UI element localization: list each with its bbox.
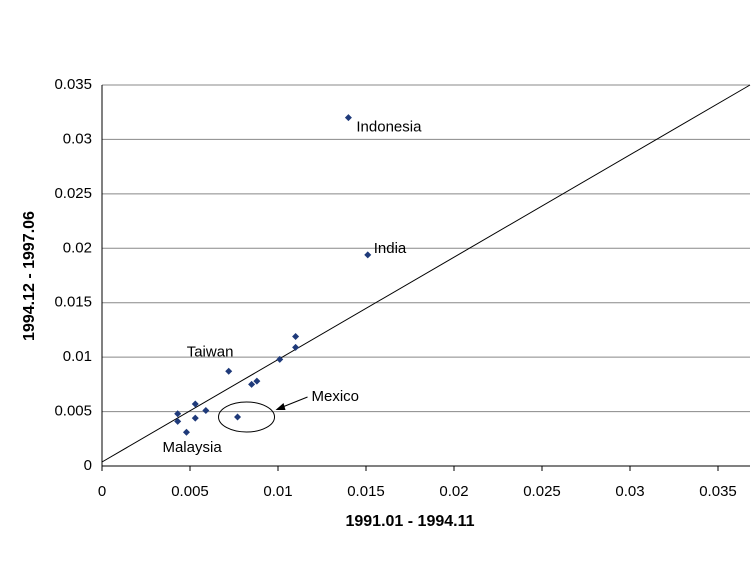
point-label: Malaysia [162,439,222,456]
point [234,413,242,421]
x-tick-label: 0.035 [699,483,737,500]
y-tick-label: 0 [84,457,92,474]
point [174,410,182,418]
point [248,380,256,388]
point-label: Mexico [312,388,360,405]
point [292,332,300,340]
point-label: Taiwan [187,343,234,360]
reference-line [101,84,751,463]
point [191,400,199,408]
y-tick-label: 0.01 [63,348,92,365]
y-tick-label: 0.035 [54,76,92,93]
x-tick-label: 0.015 [347,483,385,500]
x-tick-label: 0.02 [439,483,468,500]
y-tick-label: 0.03 [63,130,92,147]
x-tick-label: 0.025 [523,483,561,500]
x-axis-title: 1991.01 - 1994.11 [345,513,474,530]
x-tick-label: 0 [98,483,106,500]
point [202,406,210,414]
point-label: Indonesia [356,119,422,136]
point [364,251,372,259]
point [225,367,233,375]
x-tick-label: 0.03 [615,483,644,500]
point [344,114,352,122]
y-tick-label: 0.025 [54,185,92,202]
point-label: India [374,240,407,257]
y-tick-label: 0.015 [54,294,92,311]
point [191,414,199,422]
highlight-ellipse [218,401,276,433]
point [292,343,300,351]
arrow-head [275,403,286,411]
point [276,355,284,363]
point [253,377,261,385]
point [182,428,190,436]
x-tick-label: 0.01 [263,483,292,500]
y-tick-label: 0.005 [54,403,92,420]
y-tick-label: 0.02 [63,239,92,256]
point [174,417,182,425]
x-tick-label: 0.005 [171,483,209,500]
y-axis-title: 1994.12 - 1997.06 [21,211,38,341]
